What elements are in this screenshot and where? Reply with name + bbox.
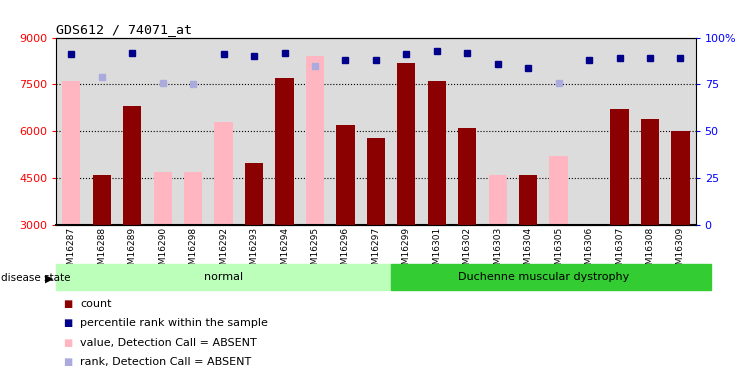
Text: GSM16289: GSM16289	[128, 227, 137, 276]
Text: GSM16288: GSM16288	[97, 227, 106, 276]
Text: ▶: ▶	[46, 273, 54, 283]
Text: GSM16290: GSM16290	[158, 227, 168, 276]
Text: count: count	[80, 299, 111, 309]
Text: disease state: disease state	[1, 273, 70, 283]
Text: GSM16293: GSM16293	[250, 227, 259, 276]
Text: percentile rank within the sample: percentile rank within the sample	[80, 318, 268, 328]
Bar	[275, 78, 294, 225]
Text: GSM16309: GSM16309	[676, 227, 685, 276]
Text: normal: normal	[204, 272, 243, 282]
Text: GSM16307: GSM16307	[615, 227, 624, 276]
Text: GSM16298: GSM16298	[188, 227, 197, 276]
Text: GSM16297: GSM16297	[371, 227, 381, 276]
Bar	[245, 162, 263, 225]
Bar	[215, 122, 233, 225]
Bar	[306, 56, 324, 225]
Text: GSM16308: GSM16308	[646, 227, 654, 276]
Bar	[641, 119, 659, 225]
Bar	[153, 172, 172, 225]
Text: GSM16299: GSM16299	[402, 227, 411, 276]
Text: ■: ■	[64, 299, 73, 309]
Text: GSM16294: GSM16294	[280, 227, 289, 276]
Bar	[337, 125, 355, 225]
Text: GSM16306: GSM16306	[584, 227, 594, 276]
Text: GSM16303: GSM16303	[493, 227, 502, 276]
Bar	[428, 81, 446, 225]
Bar	[62, 81, 81, 225]
Text: ■: ■	[64, 357, 73, 367]
Bar	[391, 264, 711, 290]
Text: GSM16304: GSM16304	[524, 227, 533, 276]
Bar	[367, 138, 385, 225]
Text: Duchenne muscular dystrophy: Duchenne muscular dystrophy	[458, 272, 629, 282]
Bar	[184, 172, 202, 225]
Bar	[671, 131, 690, 225]
Text: GSM16296: GSM16296	[341, 227, 350, 276]
Text: value, Detection Call = ABSENT: value, Detection Call = ABSENT	[80, 338, 257, 348]
Text: rank, Detection Call = ABSENT: rank, Detection Call = ABSENT	[80, 357, 251, 367]
Bar	[458, 128, 476, 225]
Bar	[488, 175, 507, 225]
Text: GSM16302: GSM16302	[463, 227, 472, 276]
Text: ■: ■	[64, 318, 73, 328]
Bar	[519, 175, 537, 225]
Text: GSM16287: GSM16287	[67, 227, 76, 276]
Text: GDS612 / 74071_at: GDS612 / 74071_at	[56, 23, 192, 36]
Text: GSM16305: GSM16305	[554, 227, 563, 276]
Bar	[93, 175, 111, 225]
Bar	[56, 264, 391, 290]
Text: GSM16301: GSM16301	[432, 227, 441, 276]
Text: ■: ■	[64, 338, 73, 348]
Bar	[550, 156, 568, 225]
Bar	[397, 63, 415, 225]
Text: GSM16292: GSM16292	[219, 227, 228, 276]
Bar	[610, 110, 628, 225]
Text: GSM16295: GSM16295	[310, 227, 319, 276]
Bar	[123, 106, 141, 225]
